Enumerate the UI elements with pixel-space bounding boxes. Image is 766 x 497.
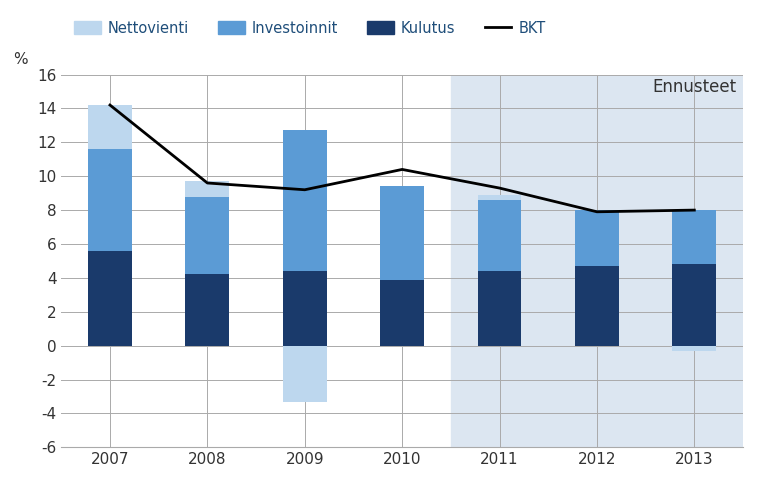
Bar [185, 274, 229, 345]
Bar [185, 196, 229, 274]
Text: Ennusteet: Ennusteet [652, 78, 736, 96]
Bar [88, 105, 132, 149]
Bar [380, 186, 424, 279]
Bar [380, 279, 424, 345]
Bar [478, 195, 522, 200]
Bar [575, 210, 619, 266]
Bar [185, 181, 229, 196]
Bar [673, 210, 716, 264]
Bar [88, 251, 132, 345]
Bar [575, 266, 619, 345]
Bar [88, 149, 132, 251]
Bar [283, 271, 326, 345]
Bar [451, 75, 743, 447]
Bar [283, 130, 326, 271]
Legend: Nettovienti, Investoinnit, Kulutus, BKT: Nettovienti, Investoinnit, Kulutus, BKT [69, 15, 552, 41]
Bar [673, 345, 716, 351]
Bar [673, 264, 716, 345]
Bar [478, 271, 522, 345]
Text: %: % [14, 52, 28, 67]
Bar [283, 345, 326, 402]
Bar [478, 200, 522, 271]
